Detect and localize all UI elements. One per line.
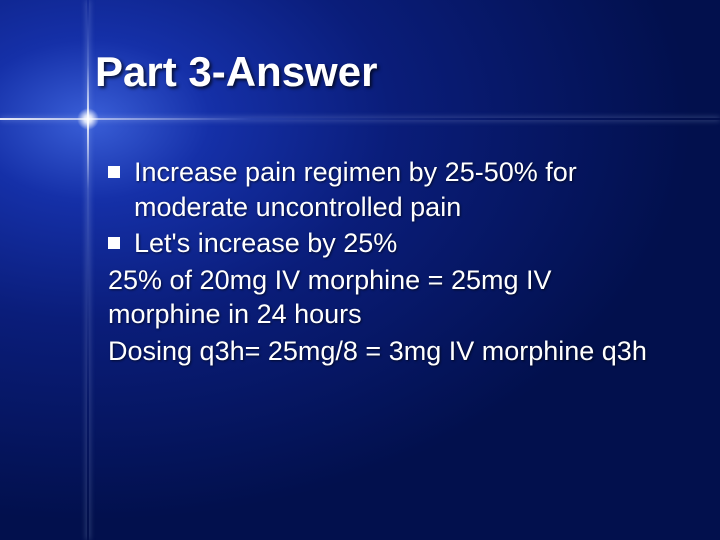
slide-body: Increase pain regimen by 25-50% for mode… [108,155,665,370]
lens-flare-horizontal [0,118,720,120]
lens-flare-vertical [87,0,89,540]
bullet-text: Increase pain regimen by 25-50% for mode… [134,155,665,224]
bullet-item: Let's increase by 25% [108,226,665,261]
body-text: Dosing q3h= 25mg/8 = 3mg IV morphine q3h [108,336,647,366]
body-line: Dosing q3h= 25mg/8 = 3mg IV morphine q3h [108,334,665,369]
body-text: 25% of 20mg IV morphine = 25mg IV morphi… [108,265,552,330]
slide-title: Part 3-Answer [95,48,377,96]
square-bullet-icon [108,237,120,249]
lens-flare-core [77,108,99,130]
bullet-text: Let's increase by 25% [134,226,665,261]
body-line: 25% of 20mg IV morphine = 25mg IV morphi… [108,263,665,332]
square-bullet-icon [108,166,120,178]
bullet-item: Increase pain regimen by 25-50% for mode… [108,155,665,224]
